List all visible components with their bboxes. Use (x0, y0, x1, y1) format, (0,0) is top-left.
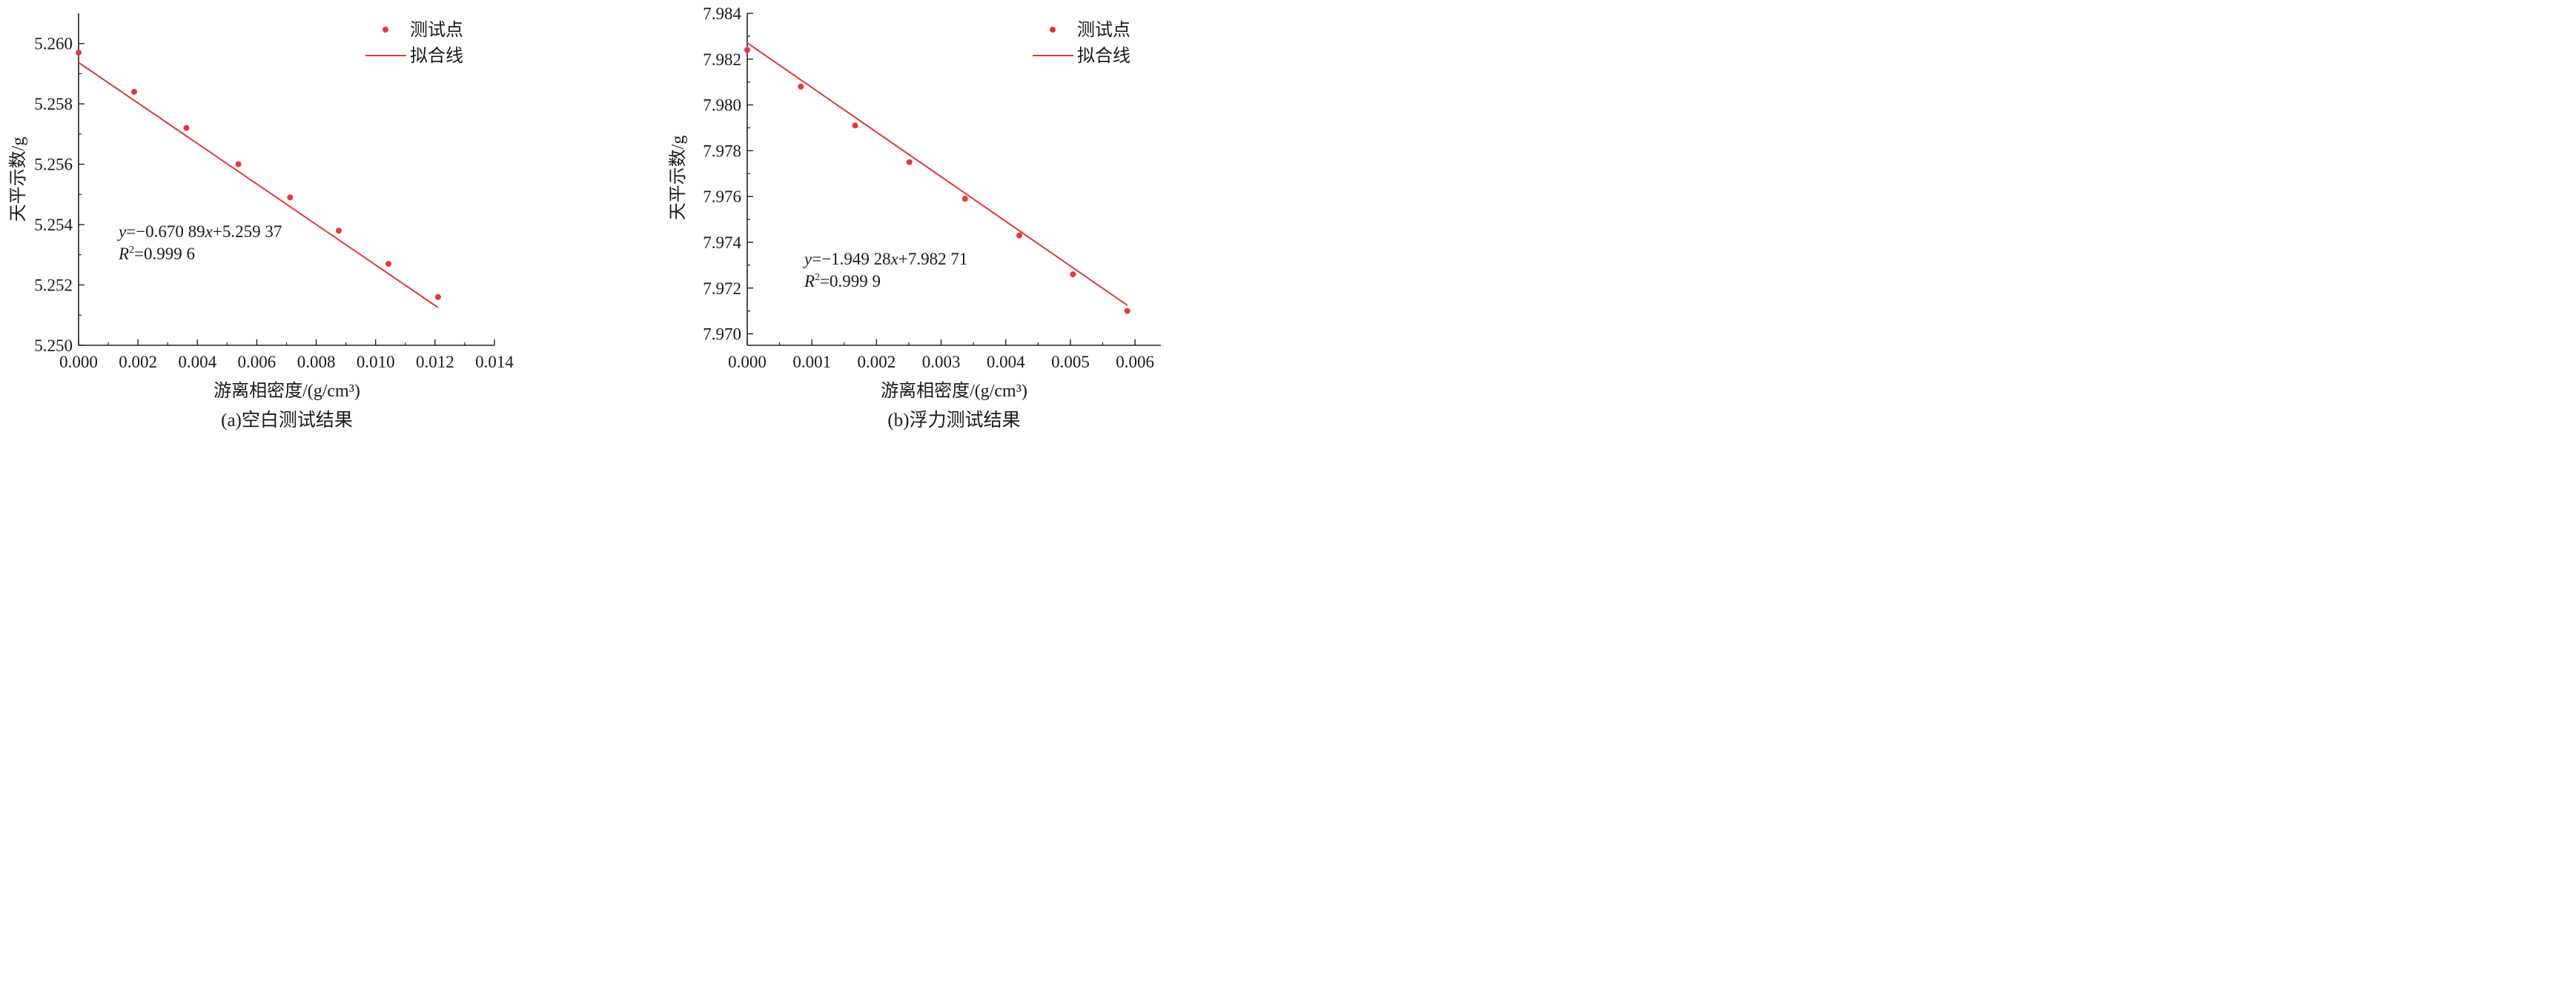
chart-b-points (744, 47, 1130, 314)
data-point (1016, 232, 1023, 239)
data-point (130, 88, 137, 95)
eq-a-body: =−0.670 89 (126, 222, 205, 241)
data-point (798, 83, 804, 90)
chart-a-caption: (a)空白测试结果 (221, 410, 353, 430)
legend-a-point-icon (383, 27, 388, 33)
fit-line (746, 42, 1128, 306)
r2-b-value: =0.999 9 (820, 272, 881, 290)
data-point (235, 161, 242, 167)
data-point (434, 293, 441, 300)
chart-a-r2: R2=0.999 6 (118, 245, 195, 263)
y-tick-label: 7.984 (703, 4, 741, 23)
data-point (906, 159, 913, 165)
x-tick-label: 0.008 (297, 353, 336, 371)
y-tick-label: 5.254 (34, 216, 73, 234)
chart-b-equation: y=−1.949 28x+7.982 71 (803, 250, 967, 268)
y-tick-label: 7.978 (703, 142, 741, 160)
eq-b-x: x (890, 250, 899, 268)
y-tick-label: 5.258 (34, 95, 73, 113)
y-tick-label: 7.970 (703, 325, 741, 344)
x-tick-label: 0.006 (1116, 353, 1154, 371)
x-tick-label: 0.012 (416, 353, 454, 371)
chart-a-legend: 测试点 拟合线 (365, 19, 463, 66)
x-tick-label: 0.005 (1051, 353, 1090, 371)
chart-b-fit-line (746, 42, 1128, 306)
x-tick-label: 0.004 (987, 353, 1025, 371)
r2-a-sup: 2 (129, 245, 134, 256)
r2-b-sup: 2 (815, 272, 820, 283)
chart-a-equation: y=−0.670 89x+5.259 37 (117, 222, 282, 241)
y-tick-label: 7.972 (703, 279, 741, 298)
eq-a-y: y (117, 222, 127, 241)
chart-a-ticks: 0.000 0.002 0.004 0.006 0.008 0.010 0.012 0.014… (34, 35, 514, 371)
chart-a-ylabel: 天平示数/g (8, 137, 28, 222)
chart-a-xlabel: 游离相密度/(g/cm³) (213, 381, 360, 401)
eq-a-tail: +5.259 37 (213, 222, 282, 241)
data-point (852, 122, 858, 129)
y-tick-label: 7.974 (703, 233, 741, 252)
x-tick-label: 0.002 (119, 353, 157, 371)
y-tick-label: 5.256 (34, 156, 73, 174)
chart-b-ylabel: 天平示数/g (668, 136, 688, 221)
data-point (287, 194, 294, 201)
data-point (961, 196, 968, 202)
y-tick-label: 5.260 (34, 35, 73, 53)
legend-b-line-label: 拟合线 (1077, 45, 1130, 66)
legend-b-points-label: 测试点 (1077, 19, 1130, 40)
y-tick-label: 7.980 (703, 96, 741, 115)
chart-b-legend: 测试点 拟合线 (1033, 19, 1130, 66)
x-tick-label: 0.001 (792, 353, 831, 371)
y-tick-label: 7.982 (703, 50, 741, 69)
x-tick-label: 0.000 (728, 353, 766, 371)
chart-a: 0.000 0.002 0.004 0.006 0.008 0.010 0.012 0.014… (8, 13, 514, 430)
r2-a-r: R (118, 245, 129, 263)
x-tick-label: 0.014 (475, 353, 514, 371)
chart-b-xlabel: 游离相密度/(g/cm³) (881, 381, 1027, 401)
x-tick-label: 0.004 (178, 353, 216, 371)
fit-line (78, 62, 439, 308)
eq-a-x: x (205, 222, 213, 241)
data-point (76, 49, 82, 56)
chart-b-caption: (b)浮力测试结果 (887, 410, 1020, 430)
data-point (385, 261, 391, 267)
x-tick-label: 0.002 (858, 353, 896, 371)
legend-b-point-icon (1050, 27, 1056, 33)
chart-b-axes (746, 13, 1161, 346)
figure-canvas: 0.000 0.002 0.004 0.006 0.008 0.010 0.012 0.014… (8, 4, 1161, 430)
data-point (336, 227, 342, 234)
x-tick-label: 0.010 (357, 353, 395, 371)
y-tick-label: 7.976 (703, 187, 741, 206)
x-tick-label: 0.003 (922, 353, 961, 371)
eq-b-body: =−1.949 28 (812, 250, 890, 268)
chart-b-ticks: 0.000 0.001 0.002 0.003 0.004 0.005 0.006 7.970… (703, 4, 1154, 371)
data-point (1124, 308, 1130, 314)
legend-a-line-label: 拟合线 (410, 45, 463, 66)
eq-b-y: y (803, 250, 812, 268)
chart-a-points (76, 49, 441, 300)
x-tick-label: 0.006 (238, 353, 277, 371)
r2-a-value: =0.999 6 (134, 245, 195, 263)
data-point (744, 47, 750, 53)
legend-a-points-label: 测试点 (410, 19, 463, 40)
r2-b-r: R (804, 272, 815, 290)
y-tick-label: 5.250 (34, 336, 73, 355)
chart-b: 0.000 0.001 0.002 0.003 0.004 0.005 0.006 7.970… (668, 4, 1161, 430)
data-point (183, 124, 190, 131)
y-tick-label: 5.252 (34, 276, 73, 295)
chart-b-r2: R2=0.999 9 (804, 272, 881, 290)
chart-a-fit-line (78, 62, 439, 308)
eq-b-tail: +7.982 71 (898, 250, 967, 268)
x-tick-label: 0.000 (59, 353, 98, 371)
data-point (1070, 271, 1076, 278)
